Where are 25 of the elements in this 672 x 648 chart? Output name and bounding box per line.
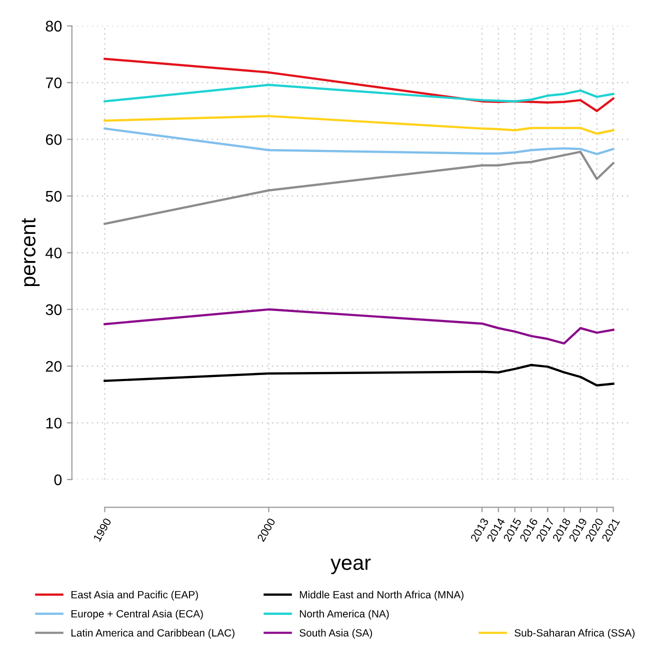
line-series xyxy=(104,58,614,112)
y-tick-label: 40 xyxy=(46,248,62,258)
legend-label: Middle East and North Africa (MNA) xyxy=(300,590,464,600)
line-series xyxy=(104,364,614,387)
legend-label: East Asia and Pacific (EAP) xyxy=(71,590,198,600)
legend-label: Europe + Central Asia (ECA) xyxy=(71,610,203,620)
line-series xyxy=(104,150,614,225)
y-tick-label: 0 xyxy=(54,474,62,486)
y-tick-label: 80 xyxy=(46,20,62,32)
line-series xyxy=(104,84,614,102)
line-series xyxy=(104,127,614,156)
y-axis-title: percent xyxy=(22,218,40,286)
line-series xyxy=(104,114,614,135)
y-tick-label: 10 xyxy=(46,418,62,429)
y-tick-label: 70 xyxy=(46,77,62,88)
y-tick-label: 50 xyxy=(46,190,62,202)
line-series xyxy=(104,308,614,345)
y-tick-label: 20 xyxy=(46,360,62,372)
legend-label: Sub-Saharan Africa (SSA) xyxy=(514,628,635,639)
x-axis-title: year xyxy=(330,558,371,574)
legend-label: South Asia (SA) xyxy=(300,628,372,639)
legend-label: North America (NA) xyxy=(300,610,389,620)
y-tick-label: 30 xyxy=(46,304,62,316)
y-tick-label: 60 xyxy=(46,134,62,146)
legend-label: Latin America and Caribbean (LAC) xyxy=(71,628,234,639)
